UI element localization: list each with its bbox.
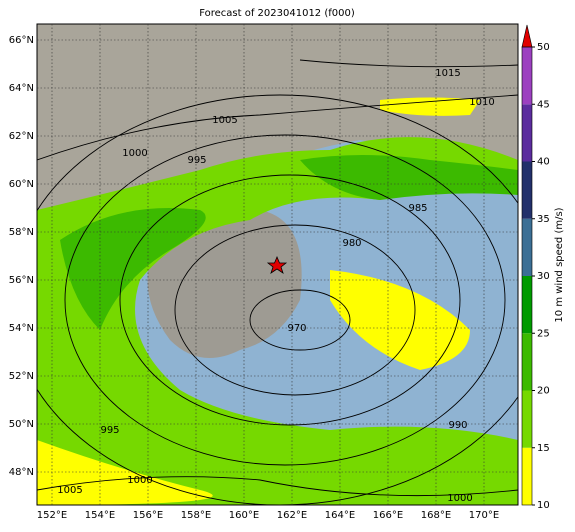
lat-label: 60°N	[9, 179, 34, 190]
colorbar-segment	[522, 104, 532, 162]
colorbar: 10 15 20 25 30 35 40 45 50	[521, 24, 550, 511]
lon-label: 152°E	[37, 510, 67, 521]
colorbar-segment	[522, 333, 532, 391]
lon-label: 154°E	[85, 510, 115, 521]
lat-label: 58°N	[9, 227, 34, 238]
contour-label: 995	[100, 425, 119, 436]
colorbar-segment	[522, 218, 532, 276]
lat-label: 48°N	[9, 467, 34, 478]
colorbar-segment	[522, 161, 532, 219]
contour-label: 1000	[127, 475, 152, 486]
map-title: Forecast of 2023041012 (f000)	[199, 8, 355, 19]
contour-label: 1010	[469, 97, 494, 108]
colorbar-tick-label: 10	[537, 500, 550, 511]
contour-label: 970	[287, 323, 306, 334]
colorbar-extend	[521, 24, 533, 48]
colorbar-tick-label: 20	[537, 386, 550, 397]
contour-label: 985	[408, 203, 427, 214]
colorbar-segment	[522, 47, 532, 105]
colorbar-tick-label: 25	[537, 328, 550, 339]
colorbar-tick-label: 40	[537, 157, 550, 168]
lon-label: 156°E	[133, 510, 163, 521]
lon-label: 166°E	[373, 510, 403, 521]
colorbar-segment	[522, 447, 532, 505]
lon-label: 162°E	[277, 510, 307, 521]
contour-label: 1000	[447, 493, 472, 504]
contour-label: 1005	[57, 485, 82, 496]
contour-label: 995	[187, 155, 206, 166]
lat-label: 56°N	[9, 275, 34, 286]
lat-label: 50°N	[9, 419, 34, 430]
colorbar-tick-label: 15	[537, 443, 550, 454]
map-area	[37, 24, 518, 505]
lat-label: 64°N	[9, 83, 34, 94]
lat-label: 52°N	[9, 371, 34, 382]
colorbar-tick-label: 50	[537, 42, 550, 53]
colorbar-tick-label: 30	[537, 271, 550, 282]
contour-label: 1005	[212, 115, 237, 126]
colorbar-tick-label: 35	[537, 214, 550, 225]
colorbar-label: 10 m wind speed (m/s)	[554, 207, 565, 322]
contour-label: 1015	[435, 68, 460, 79]
lon-label: 168°E	[421, 510, 451, 521]
colorbar-segment	[522, 276, 532, 334]
map-frame	[36, 23, 519, 506]
lon-label: 164°E	[325, 510, 355, 521]
contour-label: 980	[342, 238, 361, 249]
lon-label: 170°E	[469, 510, 499, 521]
contour-label: 1000	[122, 148, 147, 159]
lon-label: 160°E	[229, 510, 259, 521]
contour-label: 990	[448, 420, 467, 431]
lon-label: 158°E	[181, 510, 211, 521]
lat-label: 62°N	[9, 131, 34, 142]
lat-label: 66°N	[9, 35, 34, 46]
colorbar-segment	[522, 390, 532, 448]
colorbar-tick-label: 45	[537, 99, 550, 110]
lat-label: 54°N	[9, 323, 34, 334]
